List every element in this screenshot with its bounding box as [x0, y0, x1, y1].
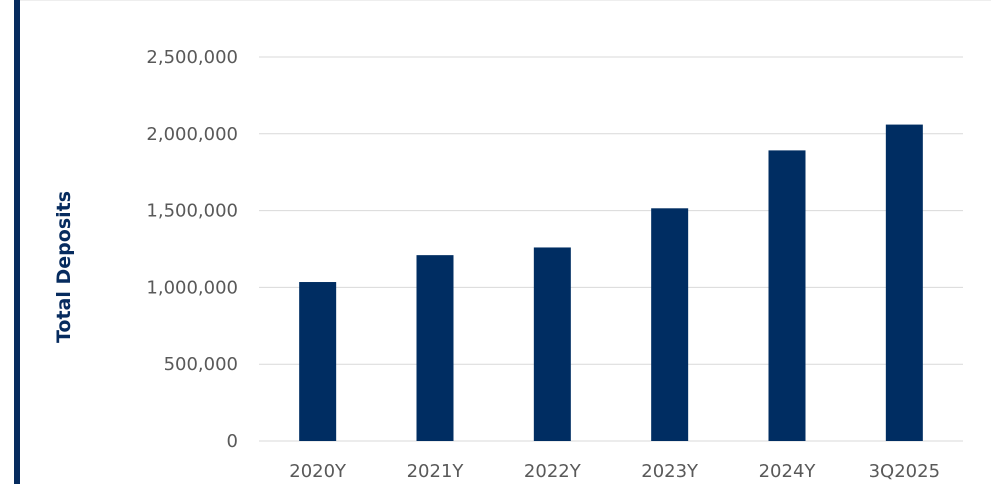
- y-tick-label: 2,500,000: [146, 47, 238, 68]
- y-tick-label: 2,000,000: [146, 124, 238, 145]
- top-border: [20, 0, 991, 1]
- bar-2021Y: [416, 255, 454, 441]
- y-tick-label: 500,000: [164, 354, 238, 375]
- x-tick-label: 2024Y: [759, 461, 817, 482]
- x-tick-label: 2022Y: [524, 461, 582, 482]
- x-tick-label: 2020Y: [289, 461, 347, 482]
- y-tick-label: 0: [227, 431, 238, 452]
- y-tick-label: 1,000,000: [146, 277, 238, 298]
- x-tick-label: 2021Y: [407, 461, 465, 482]
- bar-3Q2025: [885, 124, 923, 442]
- y-tick-label: 1,500,000: [146, 201, 238, 222]
- x-tick-label: 2023Y: [641, 461, 699, 482]
- x-tick-label: 3Q2025: [869, 461, 940, 482]
- grid-lines: [259, 56, 963, 442]
- y-axis-title: Total Deposits: [53, 191, 75, 343]
- bars: [299, 124, 923, 442]
- bar-2023Y: [651, 208, 689, 441]
- y-axis-tick-labels: 0 500,000 1,000,000 1,500,000 2,000,000 2,500…: [146, 47, 238, 452]
- bar-2022Y: [533, 247, 571, 441]
- left-accent-bar: [14, 0, 20, 484]
- bar-2020Y: [299, 282, 337, 441]
- x-axis-tick-labels: 2020Y 2021Y 2022Y 2023Y 2024Y 3Q2025: [289, 461, 940, 482]
- bar-2024Y: [768, 150, 806, 441]
